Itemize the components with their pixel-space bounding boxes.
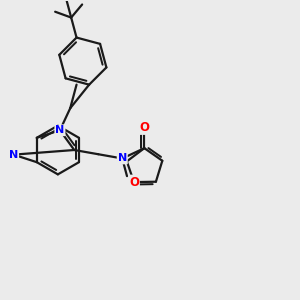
Text: N: N (9, 150, 18, 160)
Text: O: O (129, 176, 139, 189)
Text: N: N (118, 154, 127, 164)
Text: O: O (140, 121, 149, 134)
Text: N: N (55, 125, 64, 135)
